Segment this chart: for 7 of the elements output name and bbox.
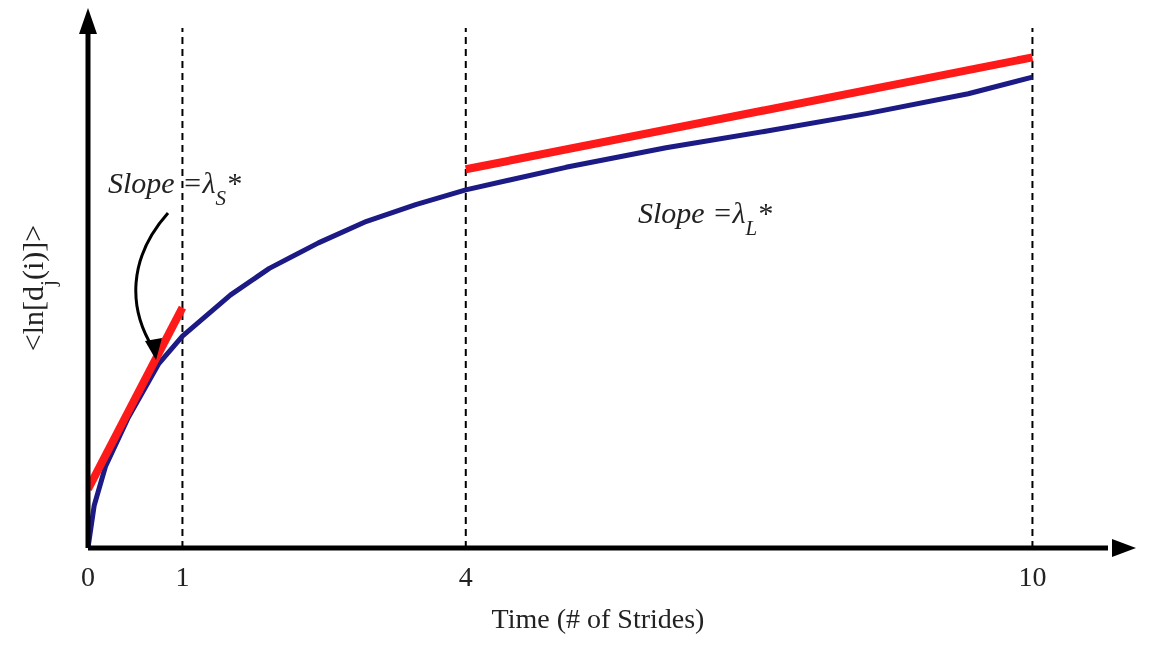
x-tick-label: 0: [81, 560, 95, 592]
x-tick-label: 10: [1018, 560, 1047, 592]
annotation: Slope =λ$_{L}$*: [638, 196, 773, 240]
x-tick-label: 4: [458, 560, 473, 592]
x-tick-label: 1: [175, 560, 190, 592]
annotation: Slope =λ$_{S}$*: [108, 166, 241, 210]
x-axis-title: Time (# of Strides): [491, 603, 705, 634]
